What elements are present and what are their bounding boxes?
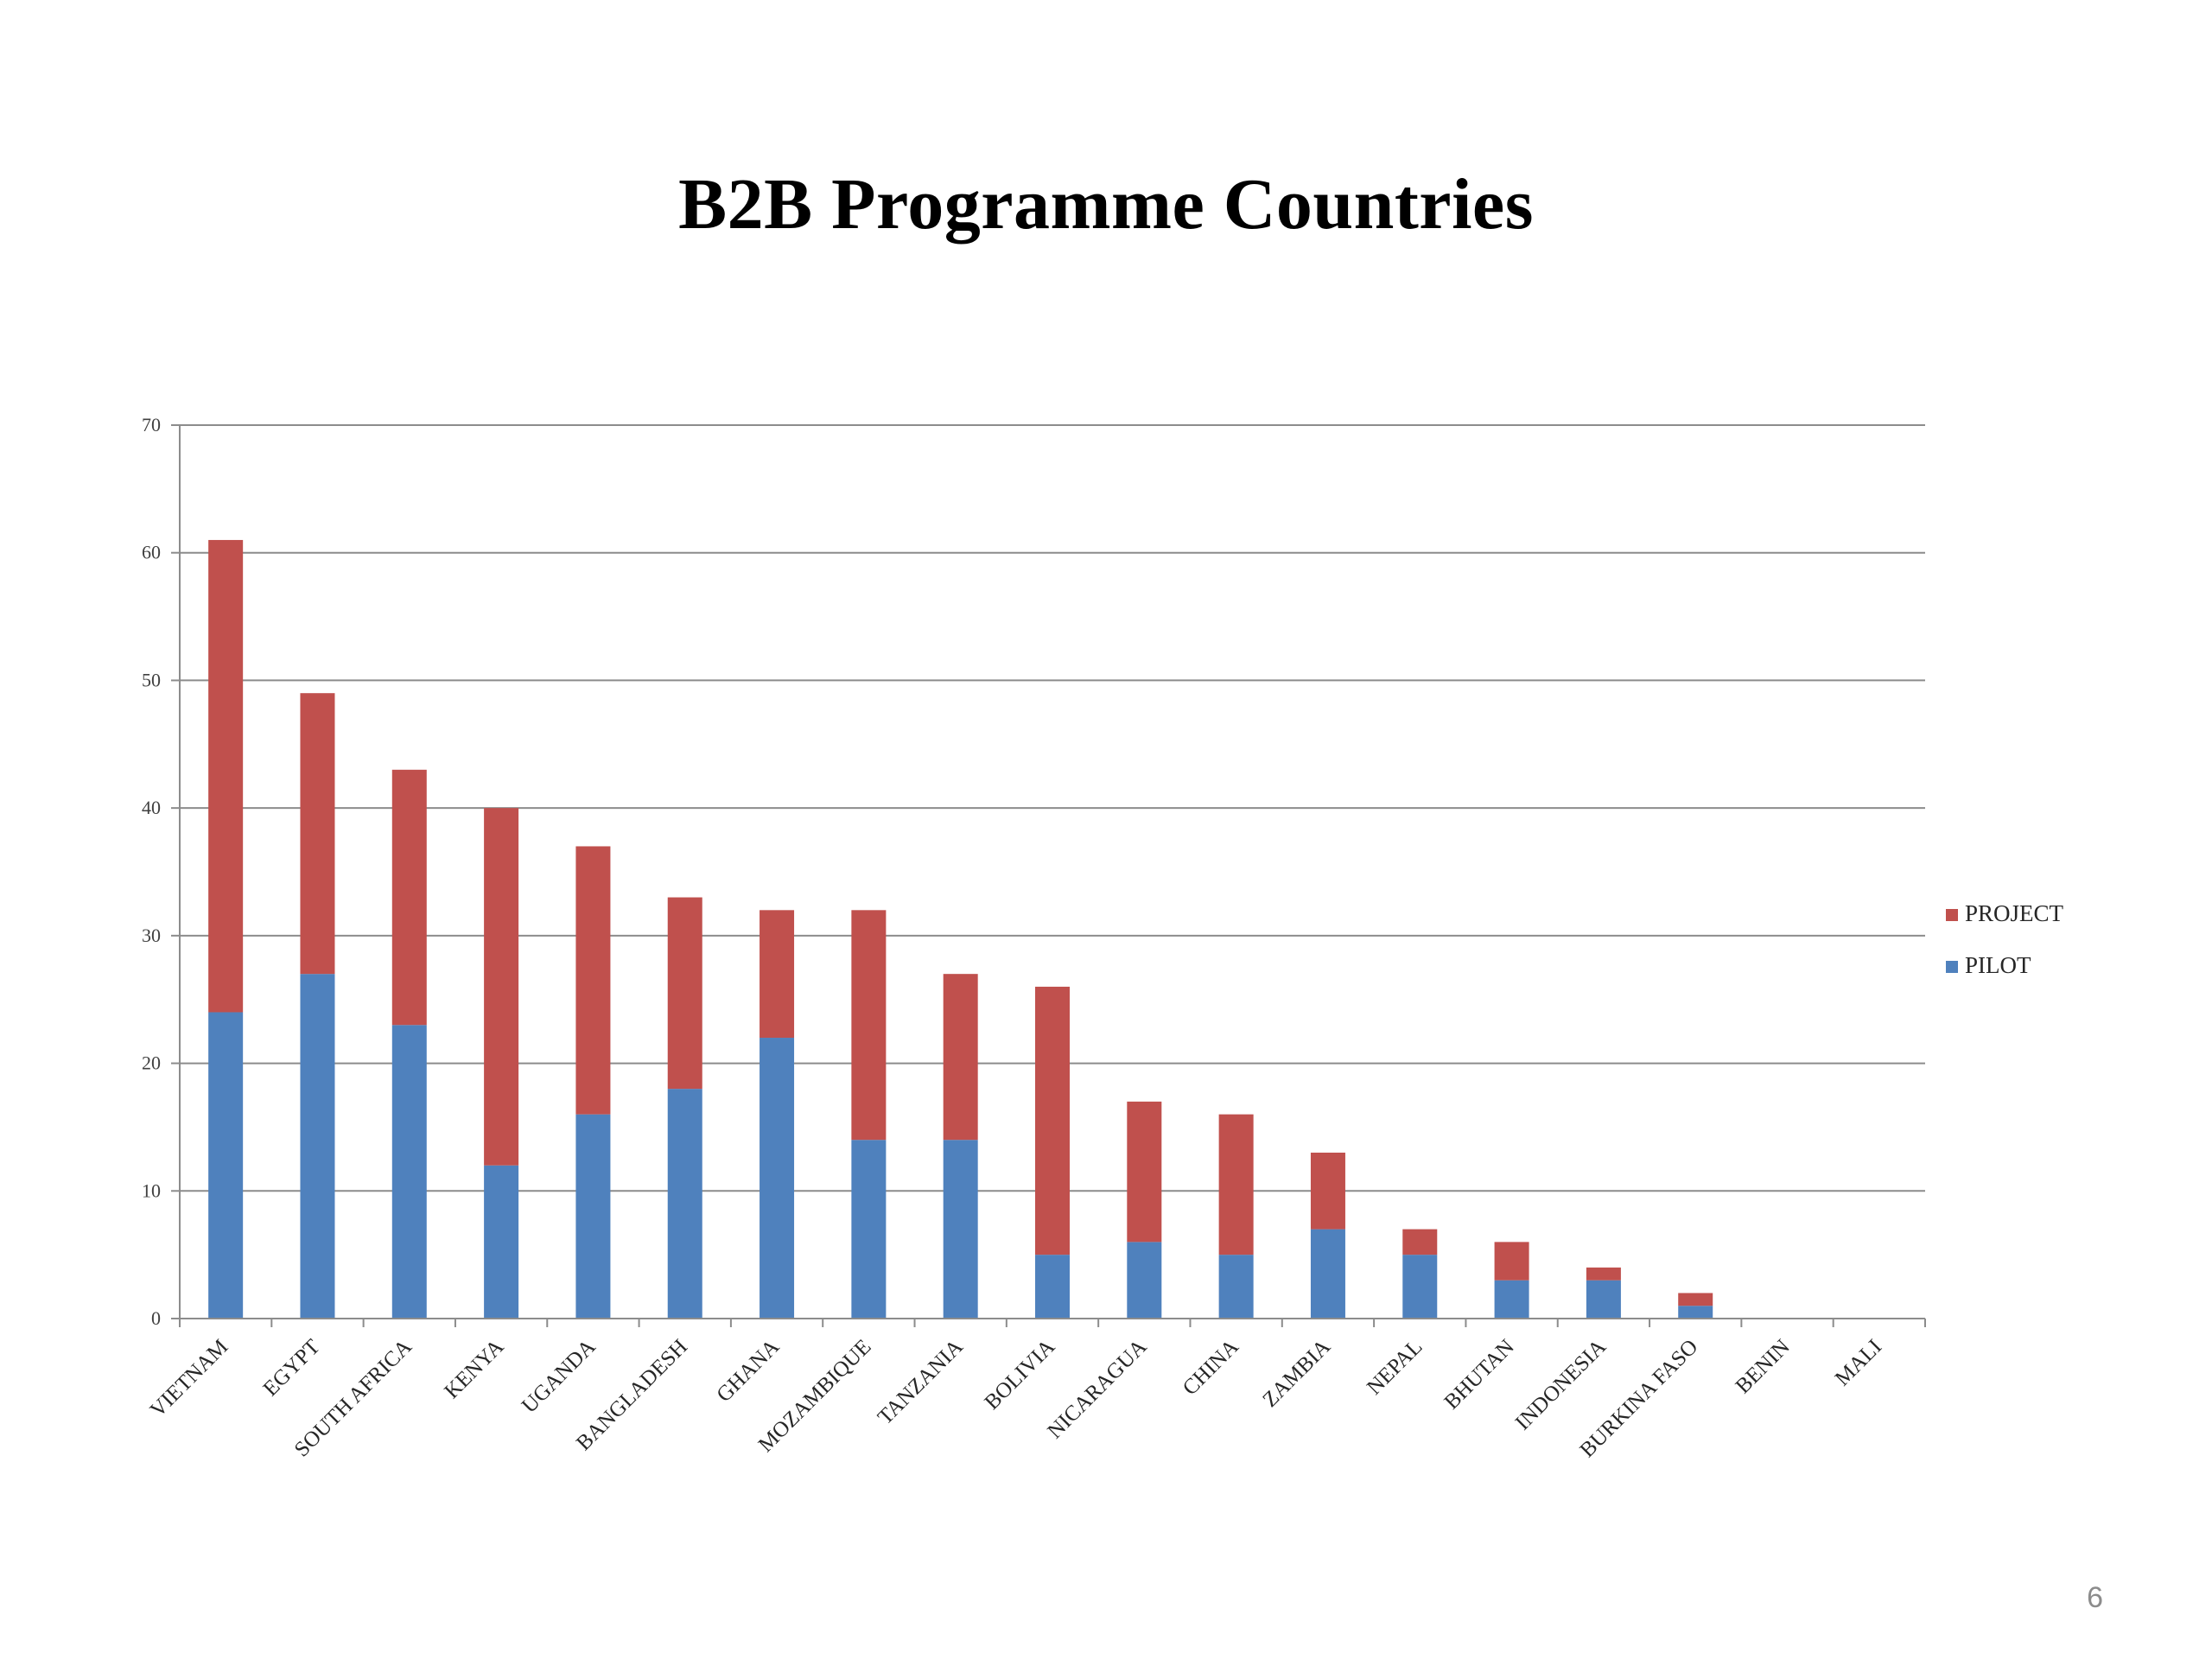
y-tick-label: 70 (142, 414, 161, 435)
bar-pilot (1035, 1255, 1070, 1319)
bar-project (1310, 1152, 1345, 1230)
bar-project (391, 769, 427, 1026)
x-category-label: BOLIVIA (980, 1335, 1059, 1414)
x-category-label: TANZANIA (874, 1335, 968, 1429)
bar-project (1218, 1114, 1254, 1255)
bar-pilot (208, 1012, 244, 1319)
x-category-label: VIETNAM (146, 1335, 233, 1422)
bar-project (208, 539, 244, 1013)
x-category-label: MALI (1831, 1335, 1886, 1390)
y-tick-label: 0 (151, 1307, 161, 1329)
bar-project (1678, 1293, 1713, 1306)
bar-pilot (1218, 1255, 1254, 1319)
bar-pilot (1586, 1280, 1621, 1319)
axes (171, 424, 1926, 1327)
bar-project (1586, 1267, 1621, 1281)
legend: PROJECT PILOT (1946, 900, 2064, 978)
bar-pilot (1127, 1242, 1162, 1319)
bar-project (851, 910, 887, 1141)
bar-pilot (760, 1038, 795, 1319)
bar-project (1127, 1101, 1162, 1243)
y-tick-label: 30 (142, 925, 161, 946)
bar-pilot (1678, 1306, 1713, 1319)
bar-project (1035, 986, 1070, 1255)
x-category-label: UGANDA (518, 1335, 601, 1418)
bar-project (1402, 1229, 1438, 1255)
x-category-label: NICARAGUA (1043, 1335, 1151, 1443)
bar-project (1494, 1242, 1529, 1281)
bar-pilot (943, 1140, 978, 1319)
bar-project (943, 974, 978, 1141)
legend-swatch-pilot (1946, 961, 1958, 973)
bar-pilot (391, 1025, 427, 1319)
y-tick-label: 10 (142, 1179, 161, 1201)
bar-project (575, 846, 611, 1115)
legend-label-project: PROJECT (1965, 900, 2064, 926)
bar-project (760, 910, 795, 1039)
x-category-label: BHUTAN (1440, 1335, 1518, 1414)
x-category-label: EGYPT (259, 1335, 325, 1401)
legend-swatch-project (1946, 909, 1958, 921)
x-category-label: NEPAL (1363, 1335, 1427, 1399)
x-category-label: INDONESIA (1511, 1335, 1611, 1434)
bar-pilot (851, 1140, 887, 1319)
bar-pilot (300, 974, 335, 1319)
bar-pilot (575, 1114, 611, 1319)
bar-project (484, 808, 519, 1166)
x-category-label: CHINA (1179, 1335, 1243, 1400)
x-category-label: BENIN (1732, 1335, 1795, 1398)
x-category-label: GHANA (712, 1335, 784, 1407)
x-category-label: ZAMBIA (1258, 1335, 1335, 1412)
bar-pilot (1494, 1280, 1529, 1319)
bars (208, 539, 1713, 1319)
slide-number: 6 (2087, 1581, 2103, 1614)
bar-pilot (667, 1089, 702, 1319)
bar-pilot (1310, 1229, 1345, 1319)
bar-project (300, 693, 335, 975)
slide-title: B2B Programme Countries (678, 164, 1534, 245)
y-tick-label: 50 (142, 669, 161, 690)
bar-pilot (484, 1165, 519, 1319)
legend-label-pilot: PILOT (1965, 952, 2031, 978)
y-tick-label: 60 (142, 542, 161, 563)
bar-pilot (1402, 1255, 1438, 1319)
x-category-label: KENYA (440, 1335, 508, 1403)
y-tick-label: 40 (142, 797, 161, 818)
y-tick-label: 20 (142, 1052, 161, 1074)
bar-project (667, 897, 702, 1090)
